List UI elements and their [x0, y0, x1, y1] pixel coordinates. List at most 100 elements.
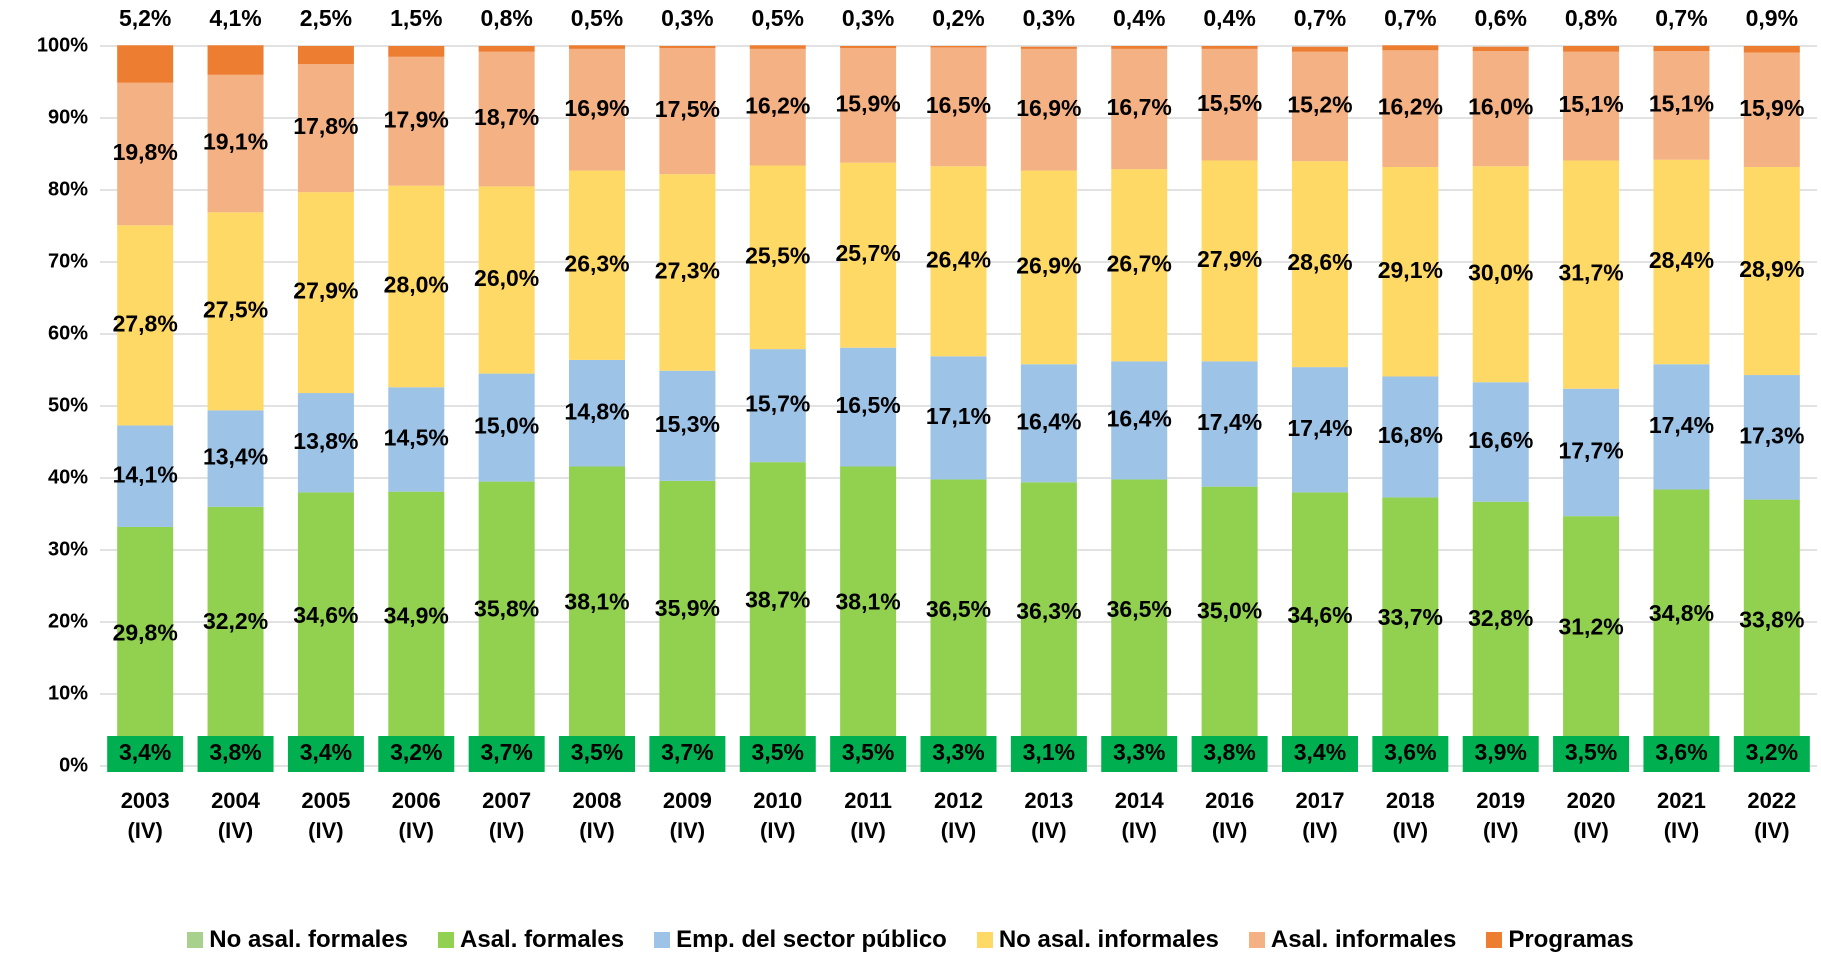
data-label: 17,5% — [655, 96, 720, 122]
data-label: 26,9% — [1016, 252, 1081, 278]
label-box — [107, 736, 184, 772]
bar-segment — [1743, 52, 1800, 167]
data-label: 16,4% — [1107, 405, 1172, 431]
bar-segment — [297, 492, 354, 742]
bar-segment — [569, 45, 626, 49]
data-label: 0,8% — [1565, 5, 1617, 31]
bar-segment — [1201, 48, 1258, 161]
bar-segment — [117, 526, 174, 742]
data-label: 17,9% — [384, 106, 449, 132]
label-box — [197, 736, 274, 772]
bar-segment — [388, 46, 445, 57]
bar-segment — [207, 506, 264, 739]
data-label: 36,5% — [926, 596, 991, 622]
bar-segment — [1020, 364, 1077, 483]
data-label: 16,2% — [745, 92, 810, 118]
data-label: 27,5% — [203, 296, 268, 322]
data-label: 28,0% — [384, 272, 449, 298]
data-label: 3,7% — [661, 739, 713, 765]
bar-segment — [1653, 51, 1710, 160]
x-tick-label: 2019 (IV) — [1476, 788, 1526, 843]
data-label: 14,5% — [384, 425, 449, 451]
x-tick-label: 2016 (IV) — [1205, 788, 1255, 843]
bar-segment — [1472, 382, 1529, 502]
x-tick-label: 2020 (IV) — [1566, 788, 1616, 843]
bar-segment — [1743, 166, 1800, 376]
data-label: 0,8% — [480, 5, 532, 31]
bar-segment — [569, 48, 626, 171]
bar-segment — [1743, 46, 1800, 53]
bar-segment — [117, 45, 174, 83]
data-label: 17,1% — [926, 403, 991, 429]
data-label: 3,4% — [1294, 739, 1346, 765]
bar-segment — [659, 174, 716, 371]
data-label: 33,8% — [1739, 606, 1804, 632]
bar-segment — [1472, 46, 1529, 52]
data-label: 36,3% — [1016, 598, 1081, 624]
legend-label: Asal. formales — [460, 926, 625, 953]
bar-segment — [478, 373, 535, 482]
y-tick-label: 30% — [48, 538, 88, 560]
y-tick-label: 60% — [48, 322, 88, 344]
data-label: 28,9% — [1739, 256, 1804, 282]
bar-segment — [659, 46, 716, 49]
x-tick-label: 2013 (IV) — [1024, 788, 1074, 843]
bar-segment — [1743, 499, 1800, 743]
bar-segment — [207, 212, 264, 411]
bar-segment — [1472, 501, 1529, 738]
bar-segment — [749, 165, 806, 350]
bar-segment — [569, 466, 626, 741]
data-label: 15,7% — [745, 391, 810, 417]
data-label: 3,5% — [752, 739, 804, 765]
data-label: 26,4% — [926, 246, 991, 272]
data-label: 34,6% — [293, 602, 358, 628]
data-label: 3,8% — [209, 739, 261, 765]
data-label: 27,3% — [655, 258, 720, 284]
data-label: 3,6% — [1384, 739, 1436, 765]
data-label: 2,5% — [300, 5, 352, 31]
data-label: 5,2% — [119, 5, 171, 31]
label-box — [739, 736, 816, 772]
bar-segment — [840, 347, 897, 467]
bar-segment — [388, 185, 445, 388]
data-label: 0,7% — [1294, 5, 1346, 31]
data-label: 33,7% — [1378, 604, 1443, 630]
bar-segment — [117, 225, 174, 426]
bar-segment — [388, 56, 445, 186]
bar-segment — [1563, 46, 1620, 52]
legend-swatch — [1486, 932, 1503, 948]
data-label: 15,9% — [836, 90, 901, 116]
data-label: 38,1% — [836, 589, 901, 615]
bar-segment — [117, 425, 174, 527]
bar-segment — [840, 162, 897, 348]
data-label: 3,4% — [119, 739, 171, 765]
label-box — [1553, 736, 1630, 772]
data-label: 0,2% — [932, 5, 984, 31]
bar-segment — [1111, 48, 1168, 170]
data-label: 15,5% — [1197, 90, 1262, 116]
data-label: 25,7% — [836, 240, 901, 266]
x-tick-label: 2011 (IV) — [844, 788, 892, 843]
label-box — [559, 736, 636, 772]
data-label: 26,7% — [1107, 250, 1172, 276]
data-label: 15,1% — [1558, 91, 1623, 117]
data-label: 0,7% — [1655, 5, 1707, 31]
legend-item: Asal. informales — [1248, 926, 1456, 954]
legend-swatch — [976, 932, 993, 948]
data-label: 15,3% — [655, 411, 720, 437]
data-label: 28,4% — [1649, 247, 1714, 273]
bar-segment — [1201, 486, 1258, 739]
x-tick-label: 2006 (IV) — [391, 788, 441, 843]
data-label: 38,1% — [564, 589, 629, 615]
y-tick-label: 70% — [48, 250, 88, 272]
bar-segment — [388, 387, 445, 492]
data-label: 35,9% — [655, 595, 720, 621]
data-label: 3,2% — [390, 739, 442, 765]
data-label: 32,2% — [203, 608, 268, 634]
data-label: 16,0% — [1468, 94, 1533, 120]
data-label: 3,2% — [1746, 739, 1798, 765]
x-tick-label: 2017 (IV) — [1295, 788, 1345, 843]
data-label: 0,3% — [842, 5, 894, 31]
data-label: 16,5% — [926, 92, 991, 118]
